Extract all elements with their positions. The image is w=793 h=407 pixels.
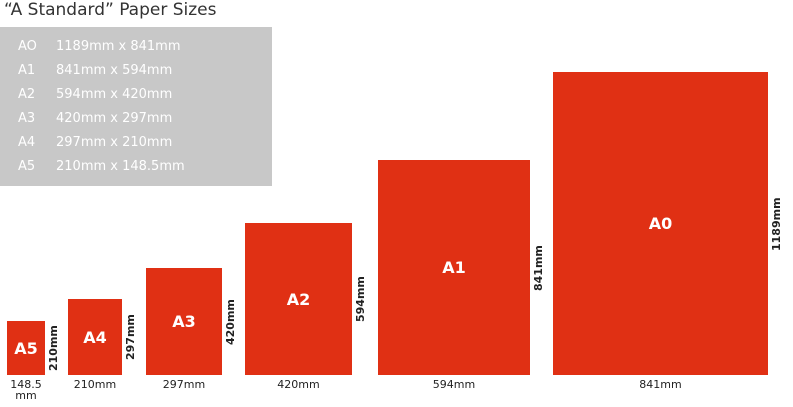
paper-sheet: A1 [378,160,530,375]
paper-sheet: A2 [245,223,352,375]
height-label: 297mm [124,314,137,360]
height-label: 1189mm [770,196,783,251]
paper-sheet: A5 [7,321,45,375]
height-label: 420mm [224,298,237,345]
size-dims: 594mm x 420mm [56,87,173,102]
size-name: AO [18,39,37,54]
width-label: 841mm [639,378,682,391]
size-name: A1 [18,63,36,78]
paper-sheet: A0 [553,72,768,375]
size-table: AO 1189mm x 841mm A1 841mm x 594mm A2 594mm x… [0,27,272,186]
size-dims: 210mm x 148.5mm [56,159,185,174]
height-label: 594mm [354,276,367,322]
width-label: 210mm [73,378,117,391]
width-label: 148.5 mm [10,378,42,402]
width-label: 594mm [432,378,476,391]
title: “A Standard” Paper Sizes [4,0,217,20]
paper-sheet: A4 [68,299,122,375]
size-dims: 420mm x 297mm [56,111,173,126]
size-dims: 1189mm x 841mm [56,39,181,54]
size-name: A3 [18,111,36,126]
height-label: 841mm [532,244,545,291]
size-name: A5 [18,159,36,174]
size-name: A2 [18,87,36,102]
width-label: 297mm [162,378,206,391]
width-label: 420mm [277,378,320,391]
size-dims: 841mm x 594mm [56,63,173,78]
size-dims: 297mm x 210mm [56,135,173,150]
paper-sheet: A3 [146,268,222,375]
size-name: A4 [18,135,36,150]
height-label: 210mm [47,325,60,371]
